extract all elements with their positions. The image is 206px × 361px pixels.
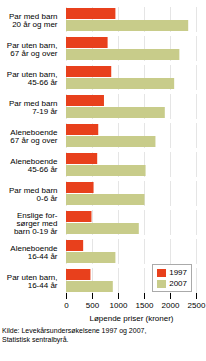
html-text:2007: 2007 — [169, 279, 187, 288]
svg-text:1000: 1000 — [110, 301, 128, 310]
svg-text:Aleneboende45-66 år: Aleneboende45-66 år — [10, 157, 58, 174]
svg-text:Aleneboende67 år og over: Aleneboende67 år og over — [10, 128, 58, 145]
svg-text:Enslige for-sørger medbarn 0-1: Enslige for-sørger medbarn 0-19 år — [14, 211, 58, 236]
svg-text:500: 500 — [86, 301, 100, 310]
html-text:1997: 1997 — [169, 268, 187, 277]
svg-text:Aleneboende16-44 år: Aleneboende16-44 år — [10, 244, 58, 261]
svg-text:Løpende priser (kroner): Løpende priser (kroner) — [89, 314, 173, 323]
svg-text:Par med barn20 år og mer: Par med barn20 år og mer — [9, 12, 58, 29]
svg-text:1500: 1500 — [136, 301, 154, 310]
svg-text:Par med barn7-19 år: Par med barn7-19 år — [9, 99, 58, 116]
svg-text:0: 0 — [64, 301, 69, 310]
svg-text:Par uten barn,67 år og over: Par uten barn,67 år og over — [7, 41, 58, 58]
html-text:Kilde: Levekårsundersøkelsene: Kilde: Levekårsundersøkelsene 1997 og 20… — [2, 327, 147, 343]
svg-text:Par med barn0-6 år: Par med barn0-6 år — [9, 186, 58, 203]
svg-text:2000: 2000 — [162, 301, 180, 310]
svg-text:2500: 2500 — [188, 301, 206, 310]
svg-text:Par uten barn,45-66 år: Par uten barn,45-66 år — [7, 70, 58, 87]
svg-text:Par uten barn,16-44 år: Par uten barn,16-44 år — [7, 273, 58, 290]
